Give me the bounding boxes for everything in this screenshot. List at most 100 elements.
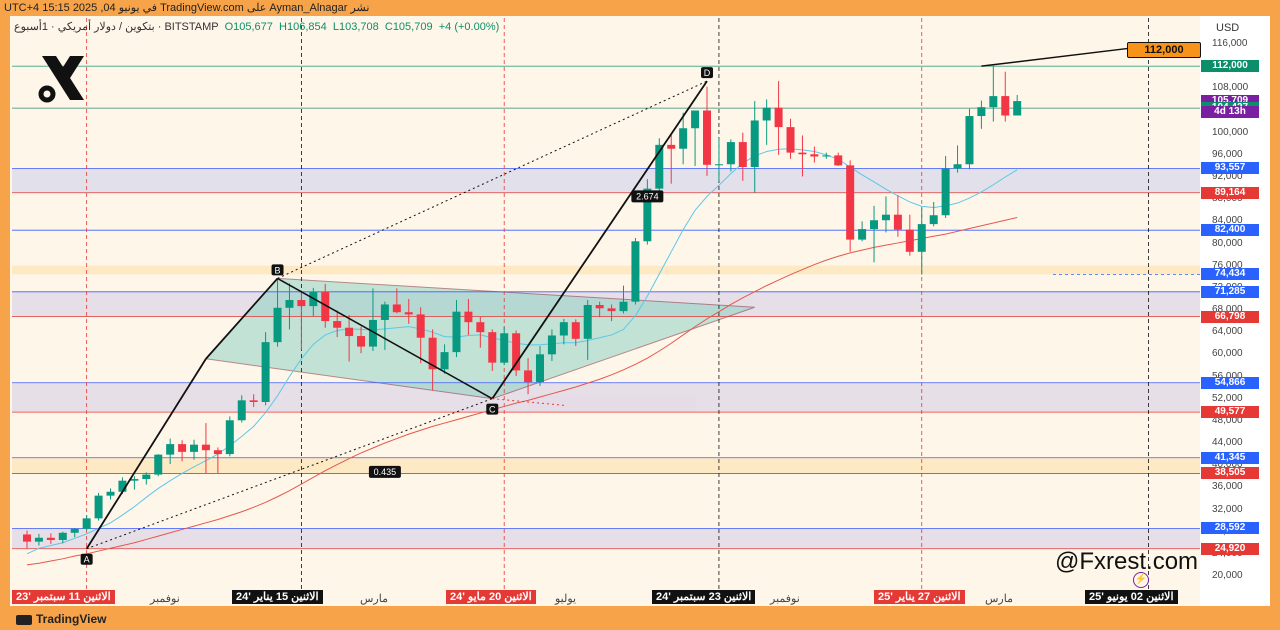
candle-body[interactable] (643, 188, 652, 242)
price-level-tag[interactable]: 82,400 (1201, 224, 1259, 237)
candle-body[interactable] (881, 214, 890, 221)
candle-body[interactable] (762, 107, 771, 121)
price-level-tag[interactable]: 38,505 (1201, 467, 1259, 480)
candle-body[interactable] (333, 321, 342, 328)
candle-body[interactable] (190, 444, 199, 452)
candle-body[interactable] (46, 537, 55, 540)
candle-body[interactable] (512, 333, 521, 371)
candle-body[interactable] (905, 229, 914, 252)
candle-body[interactable] (977, 107, 986, 117)
candle-body[interactable] (583, 305, 592, 339)
candle-body[interactable] (70, 528, 79, 533)
candle-body[interactable] (1013, 101, 1022, 116)
candle-body[interactable] (679, 128, 688, 149)
candle-body[interactable] (440, 352, 449, 370)
candle-body[interactable] (607, 308, 616, 312)
candle-body[interactable] (500, 333, 509, 363)
candle-body[interactable] (452, 311, 461, 353)
candle-body[interactable] (285, 300, 294, 308)
price-level-tag[interactable]: 28,592 (1201, 522, 1259, 535)
candle-body[interactable] (726, 142, 735, 165)
candle-body[interactable] (535, 354, 544, 383)
candle-body[interactable] (58, 532, 67, 540)
candle-body[interactable] (571, 322, 580, 339)
candle-body[interactable] (786, 127, 795, 153)
candle-body[interactable] (261, 342, 270, 402)
candle-body[interactable] (917, 224, 926, 252)
price-level-tag[interactable]: 41,345 (1201, 451, 1259, 464)
candle-body[interactable] (774, 107, 783, 128)
candle-body[interactable] (154, 454, 163, 475)
candle-body[interactable] (368, 319, 377, 347)
candle-body[interactable] (428, 337, 437, 370)
candle-body[interactable] (106, 491, 115, 496)
candle-body[interactable] (357, 336, 366, 347)
candle-body[interactable] (130, 479, 139, 481)
tradingview-logo[interactable]: TradingView (16, 612, 106, 626)
candle-body[interactable] (691, 110, 700, 129)
candle-body[interactable] (619, 301, 628, 312)
price-level-tag[interactable]: 93,557 (1201, 162, 1259, 175)
candle-body[interactable] (893, 214, 902, 230)
candle-body[interactable] (404, 312, 413, 315)
candle-body[interactable] (94, 495, 103, 519)
candle-body[interactable] (82, 518, 91, 529)
candle-body[interactable] (870, 220, 879, 230)
candle-body[interactable] (237, 400, 246, 421)
price-level-tag[interactable]: 54,866 (1201, 376, 1259, 389)
time-axis-highlight: الاثنين 11 سبتمبر '23 (12, 590, 115, 604)
candle-body[interactable] (273, 307, 282, 343)
candle-body[interactable] (178, 444, 187, 452)
candle-body[interactable] (524, 370, 533, 383)
price-level-tag[interactable]: 71,285 (1201, 285, 1259, 298)
candle-body[interactable] (142, 474, 151, 480)
candle-body[interactable] (1001, 96, 1010, 116)
candle-body[interactable] (380, 304, 389, 320)
candle-body[interactable] (798, 152, 807, 155)
candle-body[interactable] (858, 229, 867, 240)
candle-body[interactable] (655, 144, 664, 189)
candle-body[interactable] (989, 96, 998, 108)
price-level-tag[interactable]: 74,434 (1201, 268, 1259, 281)
candle-body[interactable] (750, 120, 759, 168)
price-level-tag[interactable]: 66,798 (1201, 310, 1259, 323)
candle-body[interactable] (416, 314, 425, 338)
candle-body[interactable] (953, 164, 962, 169)
candle-body[interactable] (714, 164, 723, 166)
candle-body[interactable] (738, 142, 747, 168)
candle-body[interactable] (392, 304, 401, 313)
candle-body[interactable] (941, 168, 950, 216)
candle-body[interactable] (249, 400, 258, 402)
price-level-tag[interactable]: 112,000 (1201, 60, 1259, 73)
candle-body[interactable] (297, 300, 306, 307)
candle-body[interactable] (834, 155, 843, 166)
target-price-tag[interactable]: 112,000 (1127, 42, 1201, 58)
price-level-tag[interactable]: 24,920 (1201, 542, 1259, 555)
candle-body[interactable] (965, 116, 974, 165)
candle-body[interactable] (667, 144, 676, 149)
candle-body[interactable] (559, 322, 568, 336)
candle-body[interactable] (822, 155, 831, 157)
candle-body[interactable] (631, 241, 640, 302)
candle-body[interactable] (201, 444, 210, 451)
candle-body[interactable] (595, 305, 604, 309)
candle-body[interactable] (703, 110, 712, 165)
candle-body[interactable] (810, 154, 819, 157)
candle-body[interactable] (166, 444, 175, 455)
candle-body[interactable] (118, 480, 127, 492)
candle-body[interactable] (213, 450, 222, 455)
candle-body[interactable] (464, 311, 473, 323)
candle-body[interactable] (23, 534, 31, 542)
price-level-tag[interactable]: 89,164 (1201, 186, 1259, 199)
candle-body[interactable] (547, 335, 556, 355)
candle-body[interactable] (488, 332, 497, 363)
candle-body[interactable] (225, 420, 234, 455)
price-level-tag[interactable]: 49,577 (1201, 406, 1259, 419)
candle-body[interactable] (34, 537, 43, 542)
candle-body[interactable] (846, 165, 855, 240)
candle-body[interactable] (345, 327, 354, 337)
candle-body[interactable] (321, 291, 330, 322)
candle-body[interactable] (929, 215, 938, 225)
candle-body[interactable] (476, 322, 485, 333)
